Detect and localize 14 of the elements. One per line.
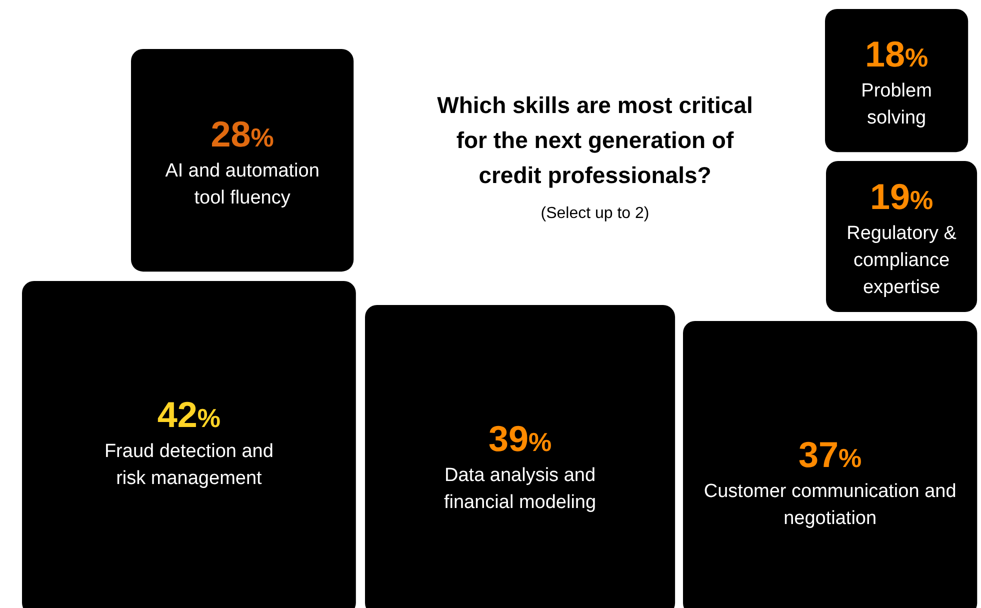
category-label: Regulatory & compliance expertise: [846, 223, 957, 298]
category-label: Customer communication and negotiation: [704, 481, 956, 529]
category-label: Problem solving: [861, 80, 932, 129]
category-label: Fraud detection and risk management: [104, 441, 274, 489]
data-label: 18%: [864, 34, 928, 75]
data-label: 42%: [157, 394, 221, 435]
data-label: 39%: [488, 418, 552, 459]
category-label: Data analysis and financial modeling: [444, 465, 596, 513]
text: Which skills are most critical for the next generation of credit professionals?: [437, 92, 753, 188]
data-label: 37%: [798, 434, 862, 475]
text: (Select up to 2): [540, 205, 650, 222]
data-label: 28%: [210, 113, 274, 154]
data-label: 19%: [870, 176, 934, 218]
category-label: AI and automation tool fluency: [165, 160, 320, 208]
